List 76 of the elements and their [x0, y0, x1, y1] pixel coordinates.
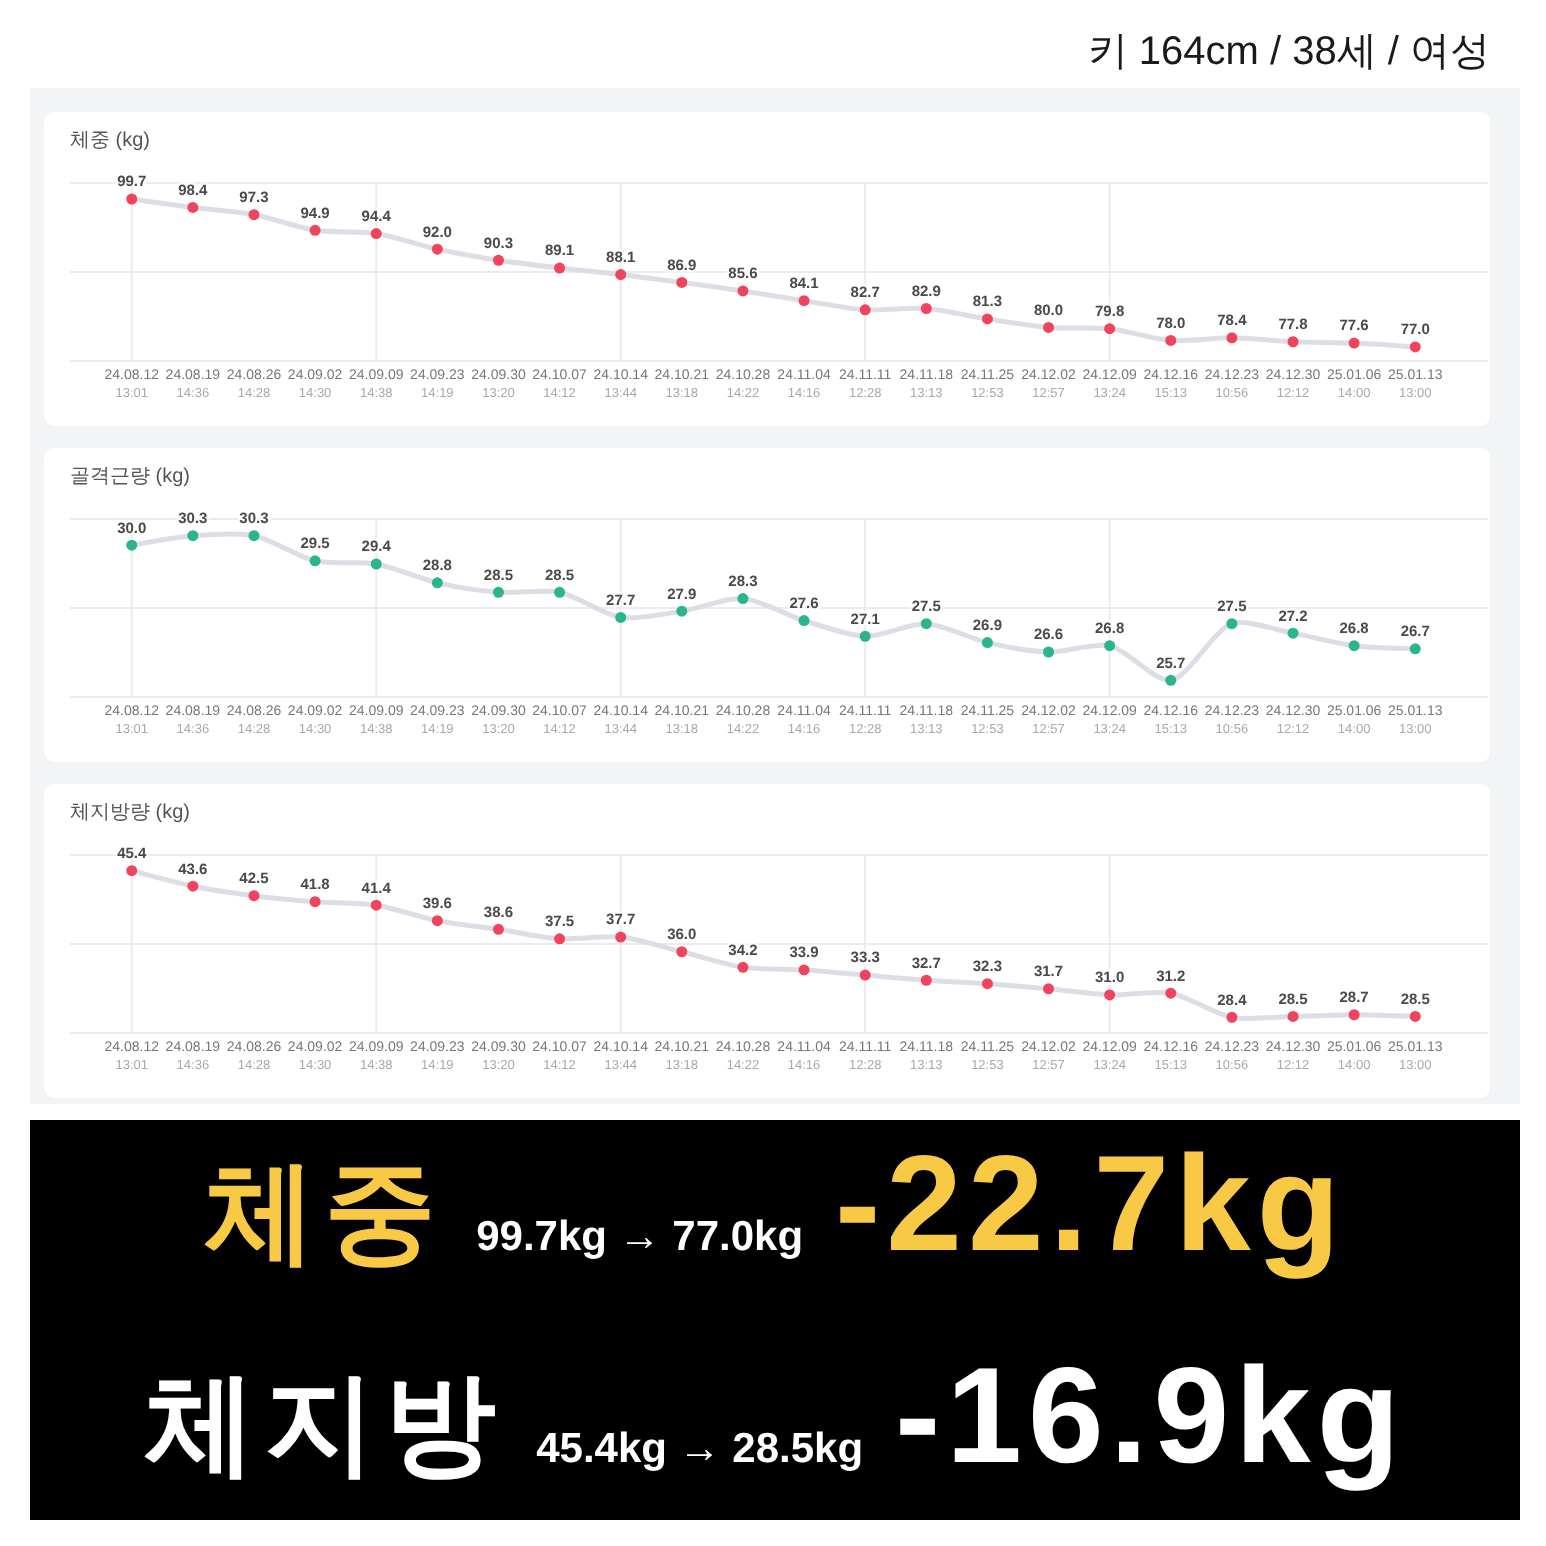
point [798, 615, 810, 627]
point [1348, 1009, 1360, 1021]
point [1104, 640, 1116, 652]
point [798, 964, 810, 976]
point [1226, 1011, 1238, 1023]
point [492, 586, 504, 598]
point [615, 611, 627, 623]
point [492, 923, 504, 935]
point [615, 269, 627, 281]
point [554, 262, 566, 274]
chart-title: 체지방량 (kg) [70, 802, 190, 824]
chart-title: 체중 (kg) [70, 130, 150, 152]
point [981, 637, 993, 649]
point [126, 865, 138, 877]
point [248, 530, 260, 542]
point [798, 295, 810, 307]
text: -22.7kg [835, 1127, 1346, 1280]
point [1043, 983, 1055, 995]
point [1104, 323, 1116, 335]
point [1409, 341, 1421, 353]
point [431, 243, 443, 255]
text: 99.7kg → 77.0kg [476, 1213, 804, 1260]
point [737, 593, 749, 605]
point [981, 313, 993, 325]
chart-title: 골격근량 (kg) [70, 466, 190, 488]
point [1104, 989, 1116, 1001]
point [1348, 640, 1360, 652]
point [492, 254, 504, 266]
point [676, 605, 688, 617]
point [1043, 321, 1055, 333]
text: 체중 [204, 1147, 445, 1274]
point [1348, 337, 1360, 349]
point [554, 586, 566, 598]
point [309, 224, 321, 236]
point [431, 577, 443, 589]
point [676, 276, 688, 288]
point [859, 969, 871, 981]
point [737, 961, 749, 973]
point [1287, 336, 1299, 348]
text: 45.4kg → 28.5kg [536, 1426, 864, 1473]
point [126, 539, 138, 551]
point [554, 933, 566, 945]
point [187, 530, 199, 542]
point [126, 193, 138, 205]
text: -16.9kg [895, 1340, 1406, 1492]
point [1409, 643, 1421, 655]
point [920, 974, 932, 986]
point [1287, 627, 1299, 639]
point [1165, 334, 1177, 346]
point [920, 303, 932, 314]
point [370, 228, 382, 240]
point [1226, 332, 1238, 344]
point [981, 978, 993, 990]
text: 체지방 [144, 1360, 505, 1486]
point [1165, 674, 1177, 686]
point [1165, 987, 1177, 999]
point [431, 915, 443, 927]
point [248, 209, 260, 221]
point [309, 555, 321, 567]
point [1409, 1010, 1421, 1022]
point [309, 896, 321, 908]
point [248, 890, 260, 902]
point [370, 558, 382, 570]
point [676, 946, 688, 958]
point [370, 899, 382, 911]
text: 키 164cm / 38세 / 여성 [1087, 28, 1490, 78]
point [1043, 646, 1055, 658]
point [187, 201, 199, 213]
point [920, 618, 932, 630]
point [187, 880, 199, 892]
point [859, 630, 871, 642]
point [859, 304, 871, 316]
point [1226, 618, 1238, 630]
point [737, 285, 749, 297]
point [615, 931, 627, 943]
point [1287, 1010, 1299, 1022]
